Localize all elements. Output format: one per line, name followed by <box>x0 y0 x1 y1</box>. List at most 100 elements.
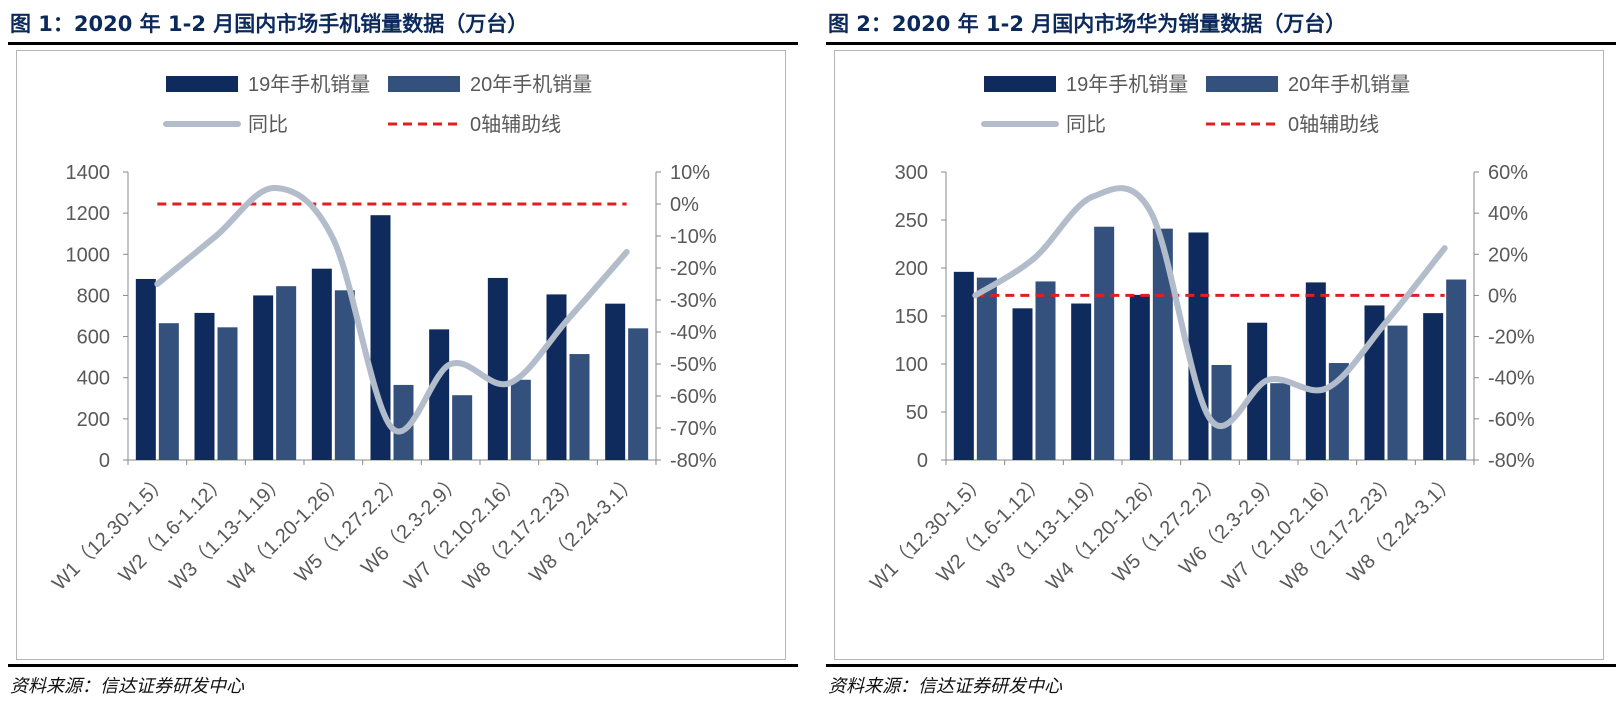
bar-series-2019 <box>194 312 215 460</box>
y-tick-label: 1400 <box>66 162 111 184</box>
bar-series-2019 <box>429 329 450 460</box>
y2-tick-label: -50% <box>670 354 717 376</box>
y-tick-label: 0 <box>917 450 928 472</box>
bar-series-2020 <box>217 327 238 460</box>
bar-series-2019 <box>1423 313 1444 460</box>
bar-series-2019 <box>1188 232 1209 460</box>
legend-label: 19年手机销量 <box>248 73 370 96</box>
bar-series-2020 <box>158 323 179 460</box>
bar-series-2019 <box>487 277 508 460</box>
legend-label: 0轴辅助线 <box>470 113 561 136</box>
y-tick-label: 250 <box>895 210 928 232</box>
bar-series-2019 <box>605 303 626 460</box>
y2-tick-label: 40% <box>1488 203 1528 225</box>
y-tick-label: 200 <box>77 409 110 431</box>
bottom-divider <box>8 664 798 667</box>
bar-series-2020 <box>569 354 590 460</box>
bar-series-2020 <box>1446 279 1467 460</box>
y2-tick-label: -40% <box>1488 368 1535 390</box>
bar-series-2019 <box>546 294 567 460</box>
bar-series-2020 <box>510 379 531 460</box>
y2-tick-label: 60% <box>1488 162 1528 184</box>
bar-series-2019 <box>953 271 974 460</box>
y2-tick-label: -10% <box>670 226 717 248</box>
bar-series-2020 <box>628 328 649 460</box>
y-tick-label: 300 <box>895 162 928 184</box>
bar-series-2020 <box>1152 228 1173 460</box>
x-tick-label: W6（2.3-2.9） <box>356 469 466 579</box>
bar-series-2019 <box>135 278 156 460</box>
bar-series-2020 <box>334 290 355 460</box>
bar-series-2020 <box>1270 383 1291 460</box>
bar-series-2020 <box>976 277 997 460</box>
bar-series-2020 <box>452 395 473 460</box>
y-tick-label: 0 <box>99 450 110 472</box>
y-tick-label: 150 <box>895 306 928 328</box>
y2-tick-label: -40% <box>670 322 717 344</box>
bar-series-2020 <box>393 384 414 460</box>
x-tick-label: W8（2.24-3.1） <box>525 469 643 587</box>
y-tick-label: 800 <box>77 285 110 307</box>
bar-series-2019 <box>253 295 274 460</box>
y2-tick-label: 20% <box>1488 244 1528 266</box>
bottom-divider <box>826 664 1616 667</box>
yoy-line <box>972 185 1448 429</box>
chart-frame <box>834 50 1604 660</box>
legend-label: 20年手机销量 <box>1288 73 1410 96</box>
bar-series-2020 <box>1387 325 1408 460</box>
chart-svg-1: 1400 1200 1000 800 600 400 200 0 10% 0% -10% -20% -3… <box>47 73 717 595</box>
y2-tick-label: 0% <box>670 194 699 216</box>
x-tick-label: W2（1.6-1.12） <box>932 469 1050 587</box>
y2-tick-label: -80% <box>670 450 717 472</box>
chart-panel-2: 图 2：2020 年 1-2 月国内市场华为销量数据（万台） 300 250 200… <box>826 0 1616 704</box>
source-note: 资料来源：信达证券研发中心 <box>10 676 244 697</box>
source-note: 资料来源：信达证券研发中心 <box>828 676 1062 697</box>
legend-swatch-bar <box>984 76 1056 92</box>
y2-tick-label: -80% <box>1488 450 1535 472</box>
chart-frame <box>16 50 786 660</box>
bar-series-2019 <box>1071 303 1092 460</box>
y2-tick-label: -20% <box>1488 327 1535 349</box>
y-tick-label: 200 <box>895 258 928 280</box>
legend-label: 0轴辅助线 <box>1288 113 1379 136</box>
bar-series-2019 <box>1129 294 1150 460</box>
y-tick-label: 1200 <box>66 203 111 225</box>
y-tick-label: 50 <box>906 402 928 424</box>
legend-label: 20年手机销量 <box>470 73 592 96</box>
x-tick-label: W5（1.27-2.2） <box>290 469 408 587</box>
bar-series-2020 <box>1035 281 1056 460</box>
chart-title: 图 2：2020 年 1-2 月国内市场华为销量数据（万台） <box>828 12 1347 36</box>
y2-tick-label: -70% <box>670 418 717 440</box>
y-tick-label: 400 <box>77 368 110 390</box>
legend-label: 同比 <box>248 113 288 136</box>
chart-panel-1: 图 1：2020 年 1-2 月国内市场手机销量数据（万台） 1400 1200 1… <box>8 0 798 704</box>
y2-tick-label: -20% <box>670 258 717 280</box>
y2-tick-label: 0% <box>1488 285 1517 307</box>
y-tick-label: 100 <box>895 354 928 376</box>
bar-series-2019 <box>1012 308 1033 460</box>
legend-label: 19年手机销量 <box>1066 73 1188 96</box>
bar-series-2019 <box>1305 282 1326 460</box>
yoy-line <box>154 184 630 435</box>
legend-swatch-bar <box>388 76 460 92</box>
x-tick-label: W8（2.24-3.1） <box>1343 469 1461 587</box>
title-divider <box>826 42 1616 45</box>
chart-svg-2: 300 250 200 150 100 50 0 60% 40% 20% 0% -20% -40% -60… <box>865 73 1535 595</box>
x-tick-label: W5（1.27-2.2） <box>1108 469 1226 587</box>
x-tick-label: W2（1.6-1.12） <box>114 469 232 587</box>
y-tick-label: 1000 <box>66 244 111 266</box>
bar-series-2019 <box>311 268 332 460</box>
legend-swatch-bar <box>1206 76 1278 92</box>
bar-series-2020 <box>1094 226 1115 460</box>
x-tick-label: W6（2.3-2.9） <box>1174 469 1284 579</box>
legend-label: 同比 <box>1066 113 1106 136</box>
y2-tick-label: -60% <box>1488 409 1535 431</box>
bar-series-2020 <box>276 286 297 460</box>
y-tick-label: 600 <box>77 327 110 349</box>
legend-swatch-bar <box>166 76 238 92</box>
y2-tick-label: 10% <box>670 162 710 184</box>
bar-series-2020 <box>1211 364 1232 460</box>
y2-tick-label: -60% <box>670 386 717 408</box>
chart-title: 图 1：2020 年 1-2 月国内市场手机销量数据（万台） <box>10 12 529 36</box>
y2-tick-label: -30% <box>670 290 717 312</box>
